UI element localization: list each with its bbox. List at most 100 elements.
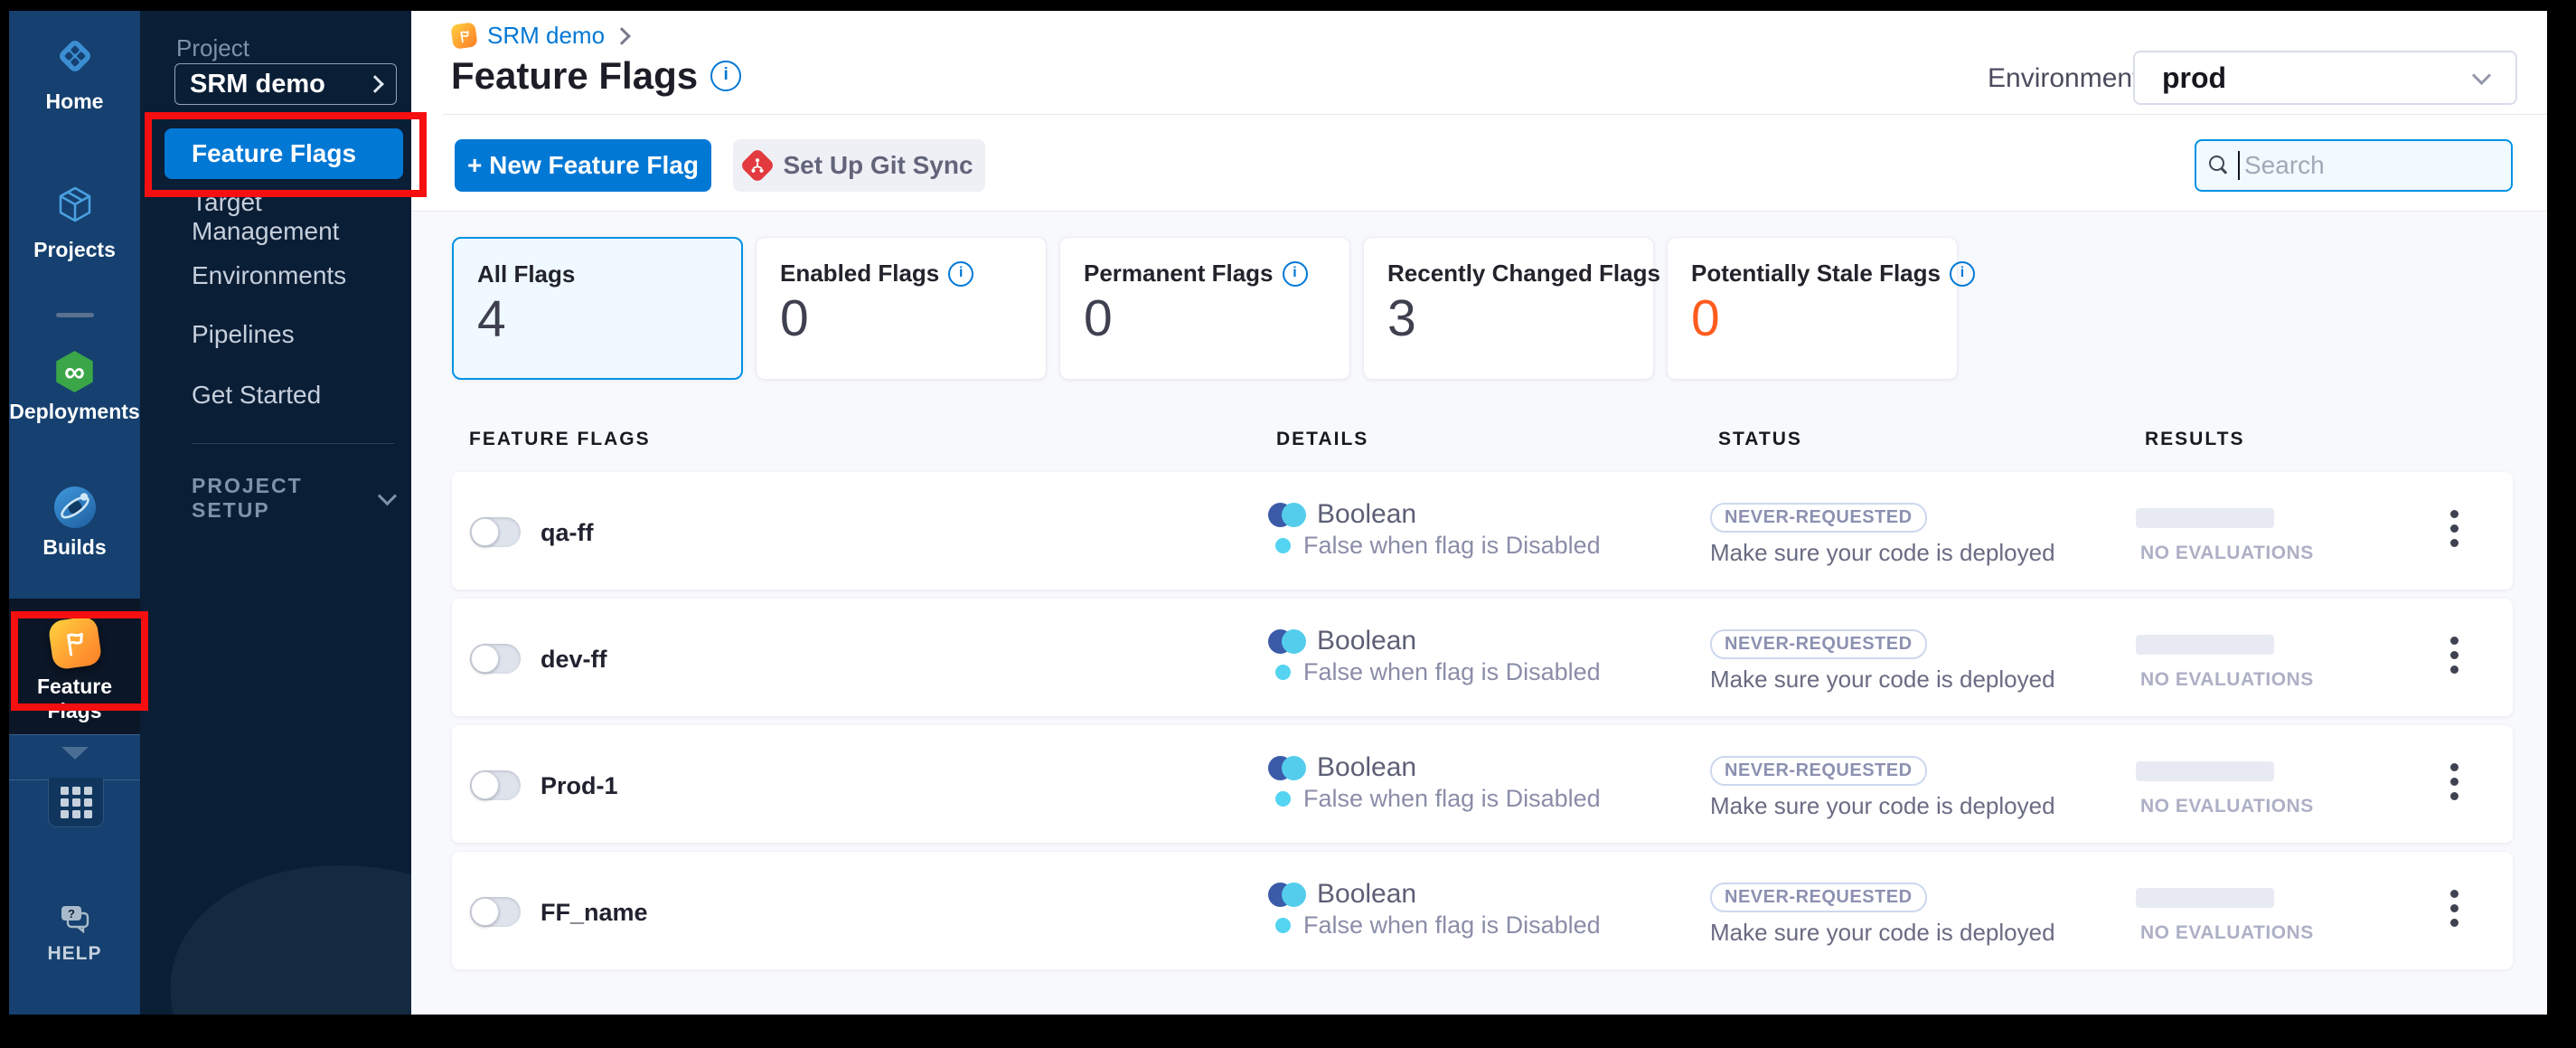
rail-divider xyxy=(56,313,94,317)
module-rail: Home Projects Deployments Buil xyxy=(9,11,140,1015)
flag-toggle[interactable] xyxy=(470,770,521,800)
rail-item-help[interactable]: ? HELP xyxy=(9,904,140,965)
rail-item-label: Projects xyxy=(33,238,116,261)
stat-value: 0 xyxy=(780,289,809,347)
row-menu-button[interactable] xyxy=(2445,510,2463,553)
sidebar-item-label: Get Started xyxy=(192,381,322,409)
main-content: SRM demo Feature Flags Environment prod … xyxy=(411,11,2547,1015)
sidebar-item-label: Target Management xyxy=(192,188,340,245)
chevron-down-icon xyxy=(2471,65,2492,85)
flag-toggle[interactable] xyxy=(470,517,521,547)
flag-toggle[interactable] xyxy=(470,644,521,674)
project-setup-toggle[interactable]: PROJECT SETUP xyxy=(192,474,398,523)
info-icon[interactable] xyxy=(948,260,974,287)
git-sync-label: Set Up Git Sync xyxy=(783,151,973,179)
rail-item-projects[interactable]: Projects xyxy=(9,183,140,262)
column-header-feature-flags: FEATURE FLAGS xyxy=(469,429,651,449)
stat-value: 0 xyxy=(1691,289,1720,347)
sidebar-item-pipelines[interactable]: Pipelines xyxy=(165,309,403,360)
row-menu-button[interactable] xyxy=(2445,637,2463,680)
boolean-type-icon xyxy=(1268,628,1306,654)
flag-name[interactable]: qa-ff xyxy=(541,519,594,546)
sidebar-item-environments[interactable]: Environments xyxy=(165,250,403,301)
flag-name[interactable]: FF_name xyxy=(541,899,648,926)
environment-value: prod xyxy=(2162,61,2227,94)
table-row[interactable]: FF_name Boolean False when flag is Disab… xyxy=(452,852,2513,969)
boolean-type-icon xyxy=(1268,755,1306,780)
info-icon[interactable] xyxy=(710,61,742,91)
breadcrumb: SRM demo xyxy=(450,22,631,50)
project-selector[interactable]: SRM demo xyxy=(174,63,397,105)
variation-dot-icon xyxy=(1275,918,1291,933)
stat-label: Permanent Flags xyxy=(1084,260,1274,287)
help-label: HELP xyxy=(47,943,102,964)
app-window: Home Projects Deployments Buil xyxy=(9,11,2547,1015)
flag-default-rule-label: False when flag is Disabled xyxy=(1303,785,1601,812)
results-note: NO EVALUATIONS xyxy=(2140,543,2314,563)
status-badge: NEVER-REQUESTED xyxy=(1710,503,1927,533)
flag-toggle[interactable] xyxy=(470,897,521,927)
module-picker-button[interactable] xyxy=(48,778,104,827)
help-chat-icon: ? xyxy=(61,906,89,934)
toggle-knob xyxy=(471,771,499,799)
set-up-git-sync-button[interactable]: Set Up Git Sync xyxy=(733,139,985,192)
table-row[interactable]: Prod-1 Boolean False when flag is Disabl… xyxy=(452,725,2513,843)
row-menu-button[interactable] xyxy=(2445,890,2463,933)
stat-label: Enabled Flags xyxy=(780,260,940,287)
rail-collapse-control[interactable] xyxy=(9,747,140,760)
stat-card-enabled-flags[interactable]: Enabled Flags 0 xyxy=(756,237,1047,380)
column-header-status: STATUS xyxy=(1718,429,1802,449)
search-input[interactable] xyxy=(2242,150,2498,181)
rail-item-feature-flags[interactable]: Feature Flags xyxy=(9,615,140,723)
flag-default-rule: False when flag is Disabled xyxy=(1275,785,1601,813)
stat-card-all-flags[interactable]: All Flags 4 xyxy=(452,237,743,380)
flag-default-rule-label: False when flag is Disabled xyxy=(1303,658,1601,685)
rail-item-builds[interactable]: Builds xyxy=(9,486,140,560)
sidebar-item-label: Pipelines xyxy=(192,320,295,348)
search-box[interactable] xyxy=(2195,139,2513,192)
info-icon[interactable] xyxy=(1949,260,1975,287)
feature-flags-icon xyxy=(47,615,102,671)
table-row[interactable]: qa-ff Boolean False when flag is Disable… xyxy=(452,472,2513,590)
flag-default-rule: False when flag is Disabled xyxy=(1275,658,1601,686)
project-selector-value: SRM demo xyxy=(190,69,325,99)
new-feature-flag-button[interactable]: + New Feature Flag xyxy=(455,139,711,192)
sidebar-item-get-started[interactable]: Get Started xyxy=(165,370,403,420)
rail-item-deployments[interactable]: Deployments xyxy=(9,351,140,424)
search-icon xyxy=(2209,156,2229,175)
stat-card-potentially-stale-flags[interactable]: Potentially Stale Flags 0 xyxy=(1667,237,1975,380)
sidebar-item-label: Feature Flags xyxy=(192,139,357,167)
rail-item-label: Deployments xyxy=(9,400,140,423)
results-bar-placeholder xyxy=(2136,888,2274,908)
variation-dot-icon xyxy=(1275,791,1291,807)
text-cursor xyxy=(2238,151,2240,180)
sidebar-item-target-management[interactable]: Target Management xyxy=(165,188,403,245)
status-note: Make sure your code is deployed xyxy=(1710,539,2055,566)
info-icon[interactable] xyxy=(1282,260,1308,287)
rail-item-label: Builds xyxy=(42,535,107,559)
project-section-label: Project xyxy=(176,34,249,61)
table-row[interactable]: dev-ff Boolean False when flag is Disabl… xyxy=(452,599,2513,716)
flag-name[interactable]: Prod-1 xyxy=(541,772,618,799)
rail-item-label: Home xyxy=(45,90,104,113)
flag-type-label: Boolean xyxy=(1317,879,1417,909)
deployments-icon xyxy=(56,351,93,392)
chevron-down-icon xyxy=(61,747,89,760)
sidebar-item-feature-flags[interactable]: Feature Flags xyxy=(165,128,403,179)
results-bar-placeholder xyxy=(2136,761,2274,781)
stat-value: 4 xyxy=(477,290,506,348)
environment-select[interactable]: prod xyxy=(2133,51,2517,105)
grid-icon xyxy=(60,786,92,818)
rail-item-home[interactable]: Home xyxy=(9,34,140,114)
home-icon xyxy=(59,41,90,71)
breadcrumb-project-link[interactable]: SRM demo xyxy=(487,22,606,49)
flag-name[interactable]: dev-ff xyxy=(541,646,607,673)
stat-card-recently-changed-flags[interactable]: Recently Changed Flags 3 xyxy=(1363,237,1695,380)
toggle-knob xyxy=(471,645,499,673)
stat-card-permanent-flags[interactable]: Permanent Flags 0 xyxy=(1059,237,1350,380)
row-menu-button[interactable] xyxy=(2445,763,2463,807)
decorative-wave xyxy=(140,824,411,1015)
stat-label: Recently Changed Flags xyxy=(1387,260,1660,287)
new-feature-flag-label: + New Feature Flag xyxy=(467,151,699,179)
